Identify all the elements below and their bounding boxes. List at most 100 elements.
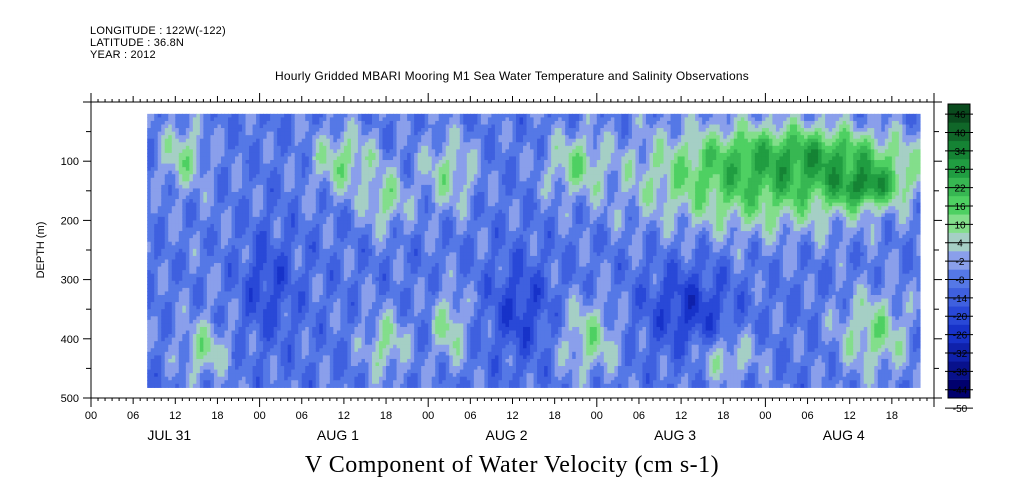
heat-cell: [333, 330, 338, 335]
heat-cell: [294, 160, 299, 165]
heat-cell: [287, 124, 292, 129]
heat-cell: [147, 142, 152, 147]
heat-cell: [224, 206, 229, 211]
heat-cell: [287, 355, 292, 360]
heat-cell: [154, 298, 159, 303]
heat-cell: [270, 181, 275, 186]
heat-cell: [224, 326, 229, 332]
heat-cell: [266, 351, 271, 356]
heat-cell: [354, 358, 359, 364]
heat-cell: [182, 309, 187, 314]
heat-cell: [161, 380, 166, 385]
heat-cell: [150, 380, 155, 385]
heat-cell: [343, 369, 349, 374]
heat-cell: [372, 117, 377, 122]
heat-cell: [372, 199, 377, 204]
heat-cell: [350, 319, 356, 325]
heat-cell: [329, 149, 334, 154]
heat-cell: [308, 156, 313, 161]
heat-cell: [196, 174, 201, 179]
heat-cell: [336, 149, 341, 154]
heat-cell: [175, 334, 180, 339]
heat-cell: [343, 344, 349, 349]
heat-cell: [203, 273, 208, 278]
heat-cell: [147, 362, 152, 367]
heat-cell: [185, 241, 190, 246]
heat-cell: [340, 209, 345, 214]
heat-cell: [270, 358, 275, 364]
heat-cell: [298, 259, 303, 264]
heat-cell: [259, 181, 264, 186]
heat-cell: [368, 188, 373, 193]
heat-cell: [182, 234, 187, 239]
heat-cell: [315, 383, 320, 388]
heat-cell: [270, 238, 275, 243]
heat-cell: [263, 199, 268, 204]
heat-cell: [245, 124, 250, 129]
heat-cell: [150, 302, 155, 307]
heat-cell: [364, 323, 370, 328]
heat-cell: [171, 255, 176, 261]
heat-cell: [343, 135, 349, 140]
heat-cell: [210, 358, 215, 364]
heat-cell: [298, 316, 303, 321]
heat-cell: [280, 316, 285, 321]
heat-cell: [206, 160, 212, 165]
heat-cell: [305, 284, 310, 289]
heat-cell: [277, 302, 282, 307]
heat-cell: [206, 174, 212, 179]
heat-cell: [199, 294, 204, 300]
heat-cell: [147, 177, 152, 182]
heat-cell: [298, 160, 303, 165]
heat-cell: [164, 191, 169, 197]
heat-cell: [263, 145, 268, 150]
heat-cell: [280, 298, 285, 303]
heat-cell: [157, 124, 162, 129]
heat-cell: [242, 142, 247, 147]
heat-cell: [273, 206, 278, 211]
heat-cell: [294, 145, 299, 150]
heat-cell: [210, 369, 215, 374]
heat-cell: [192, 319, 197, 325]
heat-cell: [312, 213, 317, 218]
heat-cell: [206, 156, 212, 161]
heat-cell: [340, 231, 345, 236]
heat-cell: [326, 334, 331, 339]
heat-cell: [308, 170, 313, 175]
heat-cell: [270, 362, 275, 367]
heat-cell: [298, 255, 303, 261]
heat-cell: [340, 156, 345, 161]
heat-cell: [329, 213, 334, 218]
heat-cell: [178, 184, 183, 190]
heat-cell: [326, 156, 331, 161]
heat-cell: [249, 319, 254, 325]
heat-cell: [147, 298, 152, 303]
heat-cell: [322, 366, 327, 371]
heat-cell: [368, 287, 373, 293]
heat-cell: [368, 291, 373, 296]
heat-cell: [354, 362, 359, 367]
heat-cell: [291, 188, 296, 193]
heat-cell: [168, 351, 173, 356]
heat-cell: [291, 348, 296, 353]
heat-cell: [235, 291, 240, 296]
heat-cell: [147, 117, 152, 122]
heat-cell: [333, 380, 338, 385]
heat-cell: [175, 223, 180, 229]
heat-cell: [259, 113, 264, 118]
heat-cell: [336, 380, 341, 385]
heat-cell: [199, 117, 204, 122]
heat-cell: [270, 163, 275, 168]
heat-cell: [329, 259, 334, 264]
heat-cell: [263, 138, 268, 143]
heat-cell: [252, 199, 257, 204]
heat-cell: [291, 120, 296, 126]
heat-cell: [277, 373, 282, 378]
heat-cell: [185, 358, 190, 364]
heat-cell: [259, 330, 264, 335]
heat-cell: [220, 291, 226, 296]
heat-cell: [336, 373, 341, 378]
heat-cell: [263, 223, 268, 229]
heat-cell: [259, 131, 264, 136]
heat-cell: [333, 128, 338, 133]
